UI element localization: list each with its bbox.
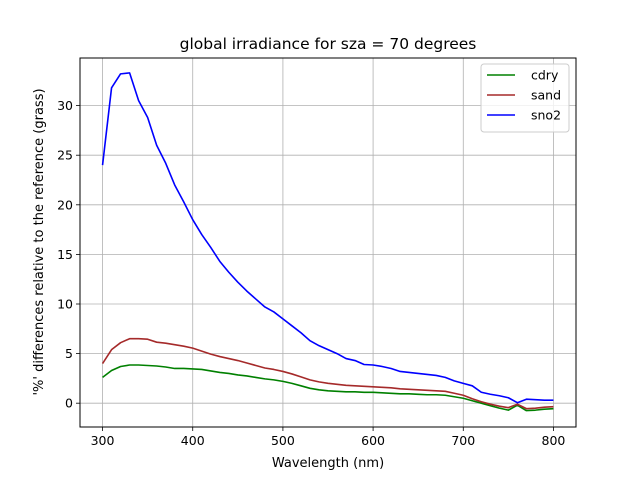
y-tick-label: 5 [65, 346, 73, 361]
plot-frame [79, 57, 577, 428]
x-tick-label: 700 [451, 433, 475, 448]
axis-ticks: 300 400 500 600 700 800 0 5 10 15 20 25 30 [57, 98, 565, 448]
y-tick-label: 10 [57, 297, 73, 312]
legend: cdry sand sno2 [480, 63, 570, 133]
x-tick-label: 500 [271, 433, 295, 448]
x-tick-label: 400 [181, 433, 205, 448]
series-line-sno2 [101, 72, 554, 404]
chart-title: global irradiance for sza = 70 degrees [180, 35, 477, 53]
y-axis-label: '%' differences relative to the referenc… [32, 88, 47, 395]
series-lines [101, 72, 554, 412]
legend-label-cdry: cdry [531, 68, 559, 83]
x-tick-label: 800 [542, 433, 566, 448]
legend-entries: cdry sand sno2 [487, 68, 561, 123]
y-tick-label: 0 [65, 396, 73, 411]
y-tick-label: 20 [57, 197, 73, 212]
legend-label-sand: sand [531, 88, 561, 103]
y-tick-label: 15 [57, 247, 73, 262]
series-line-cdry [102, 364, 554, 412]
series-line-sand [101, 337, 554, 410]
legend-label-sno2: sno2 [531, 108, 561, 123]
y-tick-label: 25 [57, 148, 73, 163]
y-tick-label: 30 [57, 98, 73, 113]
x-tick-label: 300 [91, 433, 115, 448]
x-axis-label: Wavelength (nm) [272, 456, 384, 471]
x-tick-label: 600 [361, 433, 385, 448]
